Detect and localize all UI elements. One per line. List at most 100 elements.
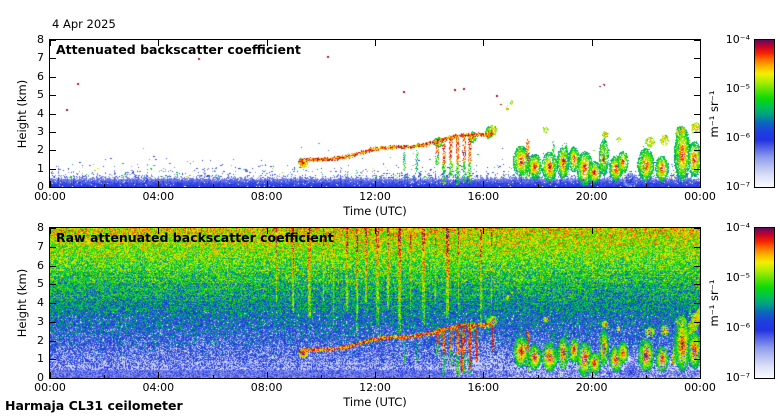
panel-attenuated-backscatter: Attenuated backscatter coefficient [49, 39, 701, 188]
y-tick-right [694, 265, 700, 267]
x-major-tick-top [158, 40, 160, 46]
x-major-tick-top [483, 40, 485, 46]
y-tick-label: 6 [37, 258, 44, 272]
colorbar-tick-label: 10⁻⁵ [725, 82, 750, 95]
y-tick-left [50, 95, 56, 97]
y-tick-right [694, 359, 700, 361]
panel-title-raw: Raw attenuated backscatter coefficient [56, 230, 334, 245]
x-minor-tick [320, 184, 322, 187]
y-tick-label: 7 [37, 51, 44, 65]
y-tick-label: 7 [37, 239, 44, 253]
y-tick-right [694, 40, 700, 41]
colorbar-tick-label: 10⁻⁷ [725, 180, 750, 193]
x-tick-label: 00:00 [34, 381, 66, 394]
y-tick-label: 1 [37, 161, 44, 175]
colorbar-unit-label-bottom: m⁻¹ sr⁻¹ [707, 279, 721, 327]
x-minor-tick [104, 375, 106, 378]
x-major-tick [375, 181, 376, 187]
y-tick-label: 2 [37, 333, 44, 347]
x-major-tick [483, 181, 485, 187]
y-tick-label: 4 [37, 296, 44, 309]
instrument-label: Harmaja CL31 ceilometer [5, 398, 183, 413]
x-major-tick-top [375, 228, 376, 234]
y-tick-right [694, 228, 700, 229]
y-tick-label: 8 [37, 33, 44, 46]
y-tick-label: 5 [37, 88, 44, 102]
y-tick-right [694, 76, 700, 78]
y-tick-label: 0 [37, 371, 44, 384]
x-minor-tick [429, 184, 431, 187]
x-major-tick-top [700, 228, 701, 234]
x-major-tick-top [591, 40, 593, 46]
x-major-tick-top [50, 228, 51, 234]
x-major-tick [700, 372, 701, 378]
y-tick-label: 2 [37, 143, 44, 157]
x-minor-tick [212, 375, 214, 378]
y-tick-right [694, 303, 700, 304]
colorbar-unit-label-top: m⁻¹ sr⁻¹ [707, 90, 721, 137]
x-tick-label: 16:00 [467, 381, 500, 394]
x-major-tick [700, 181, 701, 187]
colorbar-tick-label: 10⁻⁶ [725, 131, 750, 144]
y-tick-left [50, 284, 56, 286]
x-major-tick-top [375, 40, 376, 46]
x-major-tick-top [700, 40, 701, 46]
y-tick-right [694, 113, 700, 115]
x-tick-label: 04:00 [142, 381, 175, 394]
x-major-tick [158, 372, 160, 378]
x-minor-tick [320, 375, 322, 378]
y-tick-left [50, 113, 56, 115]
colorbar-top [754, 39, 775, 188]
x-major-tick [158, 181, 160, 187]
y-tick-right [694, 168, 700, 170]
y-tick-right [694, 378, 700, 379]
y-tick-label: 1 [37, 352, 44, 366]
x-minor-tick [212, 184, 214, 187]
x-tick-label: 16:00 [467, 190, 500, 203]
colorbar-tick-label: 10⁻⁴ [725, 33, 750, 46]
colorbar-bottom [754, 227, 775, 379]
y-tick-right [694, 246, 700, 248]
y-tick-left [50, 265, 56, 267]
x-tick-label: 00:00 [684, 381, 716, 394]
x-minor-tick [537, 184, 539, 187]
y-tick-label: 3 [37, 124, 44, 138]
y-tick-left [50, 378, 56, 379]
y-tick-right [694, 95, 700, 97]
x-major-tick-top [158, 228, 160, 234]
y-tick-left [50, 40, 56, 41]
panel-title-attenuated: Attenuated backscatter coefficient [56, 42, 301, 57]
x-tick-label: 04:00 [142, 190, 175, 203]
x-tick-label: 20:00 [575, 381, 608, 394]
x-major-tick-top [266, 40, 268, 46]
y-tick-left [50, 58, 56, 60]
y-tick-left [50, 228, 56, 229]
x-major-tick-top [266, 228, 268, 234]
x-tick-label: 08:00 [250, 381, 283, 394]
x-axis-label-top: Time (UTC) [343, 204, 407, 218]
x-tick-label: 20:00 [575, 190, 608, 203]
y-tick-label: 3 [37, 314, 44, 328]
y-tick-left [50, 168, 56, 170]
x-major-tick [483, 372, 485, 378]
y-tick-label: 5 [37, 277, 44, 291]
y-tick-left [50, 246, 56, 248]
x-major-tick-top [591, 228, 593, 234]
colorbar-tick-label: 10⁻⁶ [725, 321, 750, 334]
x-major-tick [266, 372, 268, 378]
y-tick-right [694, 58, 700, 60]
y-tick-left [50, 131, 56, 133]
x-axis-label-bottom: Time (UTC) [343, 395, 407, 409]
y-tick-right [694, 340, 700, 342]
y-tick-left [50, 340, 56, 342]
y-tick-left [50, 76, 56, 78]
panel-raw-backscatter: Raw attenuated backscatter coefficient [49, 227, 701, 379]
y-tick-right [694, 284, 700, 286]
x-major-tick [591, 372, 593, 378]
y-tick-label: 4 [37, 106, 44, 120]
y-tick-right [694, 150, 700, 152]
x-major-tick [50, 181, 51, 187]
x-tick-label: 12:00 [359, 381, 391, 394]
attenuated-backscatter-heatmap [50, 40, 700, 187]
